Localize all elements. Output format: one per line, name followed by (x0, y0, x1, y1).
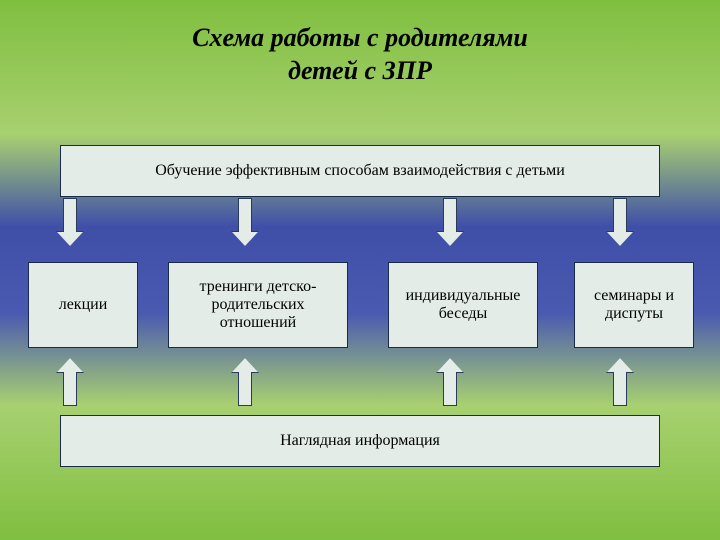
node-top: Обучение эффективным способам взаимодейс… (60, 145, 660, 197)
arrow-up-icon (607, 358, 633, 406)
node-top-label: Обучение эффективным способам взаимодейс… (155, 162, 565, 180)
arrow-up-icon (57, 358, 83, 406)
node-trainings: тренинги детско-родительских отношений (168, 262, 348, 348)
node-seminars: семинары и диспуты (574, 262, 694, 348)
arrow-down-icon (437, 198, 463, 246)
node-bottom-label: Наглядная информация (280, 432, 440, 450)
diagram-canvas: Схема работы с родителями детей с ЗПР Об… (0, 0, 720, 540)
node-individual-talks: индивидуальные беседы (388, 262, 538, 348)
node-bottom: Наглядная информация (60, 415, 660, 467)
arrow-up-icon (232, 358, 258, 406)
arrow-down-icon (232, 198, 258, 246)
node-lectures-label: лекции (59, 296, 108, 314)
node-individual-talks-label: индивидуальные беседы (395, 287, 531, 323)
arrow-down-icon (57, 198, 83, 246)
title-line-2: детей с ЗПР (288, 56, 432, 85)
page-title: Схема работы с родителями детей с ЗПР (0, 0, 720, 87)
title-line-1: Схема работы с родителями (192, 23, 528, 52)
node-seminars-label: семинары и диспуты (581, 287, 687, 323)
arrow-up-icon (437, 358, 463, 406)
node-lectures: лекции (28, 262, 138, 348)
node-trainings-label: тренинги детско-родительских отношений (175, 278, 341, 332)
arrow-down-icon (607, 198, 633, 246)
